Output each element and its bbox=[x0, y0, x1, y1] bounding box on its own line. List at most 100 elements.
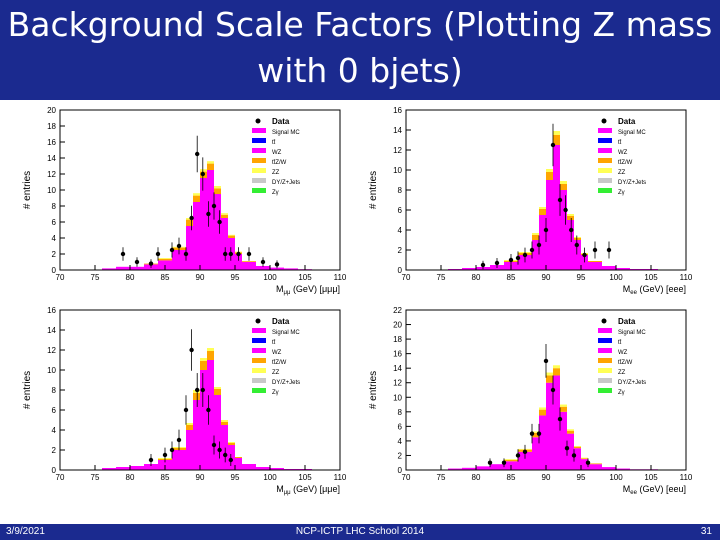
hist-bar-zz bbox=[560, 181, 567, 184]
data-point bbox=[223, 251, 228, 257]
chart-panel-mumue: # entries 70 75 80 85 90 95 100 105 110 0 2 4 6 8 10 12 1… bbox=[20, 306, 360, 496]
legend-swatch-wz bbox=[598, 348, 612, 353]
footer-center: NCP-ICTP LHC School 2014 bbox=[295, 526, 425, 537]
y-tick-label: 0 bbox=[398, 466, 403, 475]
data-point bbox=[543, 227, 549, 233]
y-tick-label: 8 bbox=[398, 408, 403, 417]
hist-bar-wz bbox=[130, 266, 144, 270]
hist-bar-wz bbox=[284, 268, 298, 270]
hist-bar-wz bbox=[221, 425, 228, 470]
x-tick-label: 80 bbox=[126, 273, 135, 282]
y-tick-label: 6 bbox=[398, 206, 403, 215]
x-tick-label: 80 bbox=[126, 473, 135, 482]
legend-marker-data bbox=[255, 118, 261, 124]
legend-swatch-dy bbox=[252, 178, 266, 183]
x-tick-label: 85 bbox=[507, 473, 516, 482]
x-tick-label: 105 bbox=[644, 473, 658, 482]
legend-label: ZZ bbox=[272, 370, 280, 376]
hist-bar-wz bbox=[567, 220, 574, 270]
legend-label: tt̄Z/W bbox=[272, 159, 287, 166]
hist-bar-ttzw bbox=[193, 393, 200, 400]
data-point bbox=[155, 251, 161, 257]
hist-bar-wz bbox=[567, 433, 574, 470]
hist-bar-zz bbox=[567, 429, 574, 431]
y-tick-label: 16 bbox=[393, 350, 402, 359]
hist-bar-zz bbox=[560, 404, 567, 407]
hist-bar-ttzw bbox=[574, 446, 581, 449]
data-point bbox=[522, 252, 528, 258]
data-point bbox=[569, 227, 574, 233]
y-tick-label: 12 bbox=[47, 170, 56, 179]
title-bar: Background Scale Factors (Plotting Z mas… bbox=[0, 0, 720, 100]
y-axis-label: # entries bbox=[368, 171, 379, 209]
hist-bar-wz bbox=[193, 400, 200, 470]
legend-swatch-ttzw bbox=[252, 358, 266, 363]
hist-bar-zz bbox=[553, 131, 560, 135]
data-point bbox=[480, 262, 486, 268]
hist-bar-zz bbox=[228, 234, 235, 236]
x-tick-label: 80 bbox=[472, 473, 481, 482]
data-point bbox=[217, 447, 222, 453]
y-tick-label: 4 bbox=[52, 426, 57, 435]
y-tick-label: 2 bbox=[52, 446, 57, 455]
hist-bar-ttzw bbox=[228, 443, 235, 445]
data-point bbox=[557, 416, 563, 422]
data-point bbox=[494, 260, 500, 266]
legend-label: tt̄Z/W bbox=[618, 359, 633, 366]
x-tick-label: 100 bbox=[263, 473, 277, 482]
x-tick-label: 95 bbox=[231, 473, 240, 482]
hist-bar-wz bbox=[518, 451, 532, 470]
legend-swatch-wz bbox=[252, 148, 266, 153]
hist-bar-ttzw bbox=[504, 459, 518, 462]
x-tick-label: 105 bbox=[298, 473, 312, 482]
legend-swatch-zz bbox=[598, 168, 612, 173]
hist-bar-ttzw bbox=[242, 261, 256, 262]
hist-bar-wz bbox=[207, 170, 214, 270]
data-point bbox=[206, 211, 211, 217]
hist-bar-zz bbox=[207, 161, 214, 164]
y-tick-label: 8 bbox=[52, 386, 57, 395]
data-point bbox=[228, 457, 233, 463]
hist-bar-ttzw bbox=[186, 425, 193, 430]
y-tick-label: 14 bbox=[47, 326, 56, 335]
data-point bbox=[200, 387, 205, 393]
x-tick-label: 70 bbox=[402, 473, 411, 482]
legend-label: WZ bbox=[272, 150, 282, 156]
x-tick-label: 75 bbox=[437, 273, 446, 282]
data-point bbox=[189, 347, 194, 353]
legend-swatch-ttbar bbox=[252, 338, 266, 343]
hist-bar-wz bbox=[616, 268, 630, 270]
hist-bar-wz bbox=[602, 266, 616, 270]
hist-bar-wz bbox=[560, 190, 567, 270]
data-point bbox=[195, 387, 200, 393]
x-tick-label: 75 bbox=[91, 473, 100, 482]
legend-label: tt̄ bbox=[272, 139, 276, 146]
data-point bbox=[550, 387, 556, 393]
hist-bar-zz bbox=[504, 459, 518, 460]
hist-bar-wz bbox=[560, 411, 567, 470]
legend-marker-data bbox=[601, 118, 607, 124]
hist-bar-ttzw bbox=[560, 184, 567, 190]
hist-bar-ttzw bbox=[539, 409, 546, 416]
y-tick-label: 12 bbox=[393, 146, 402, 155]
hist-bar-ttzw bbox=[532, 432, 539, 438]
hist-bar-zz bbox=[214, 387, 221, 389]
data-point bbox=[606, 247, 612, 253]
legend-label: Signal MC bbox=[272, 130, 300, 136]
y-tick-label: 18 bbox=[393, 335, 402, 344]
legend-label: Data bbox=[618, 117, 636, 126]
legend-swatch-ttzw bbox=[598, 158, 612, 163]
legend-swatch-dy bbox=[598, 378, 612, 383]
y-tick-label: 6 bbox=[398, 422, 403, 431]
x-axis-label: Mee (GeV) [eeu] bbox=[623, 484, 686, 496]
hist-bar-ttzw bbox=[158, 258, 172, 261]
hist-bar-zz bbox=[228, 442, 235, 443]
hist-bar-zz bbox=[186, 218, 193, 220]
hist-bar-zz bbox=[221, 420, 228, 422]
hist-bar-ttzw bbox=[546, 375, 553, 383]
x-tick-label: 110 bbox=[334, 273, 347, 282]
data-point bbox=[543, 358, 549, 364]
y-tick-label: 22 bbox=[393, 306, 402, 315]
legend-swatch-wz bbox=[252, 348, 266, 353]
legend-label: Data bbox=[618, 317, 636, 326]
